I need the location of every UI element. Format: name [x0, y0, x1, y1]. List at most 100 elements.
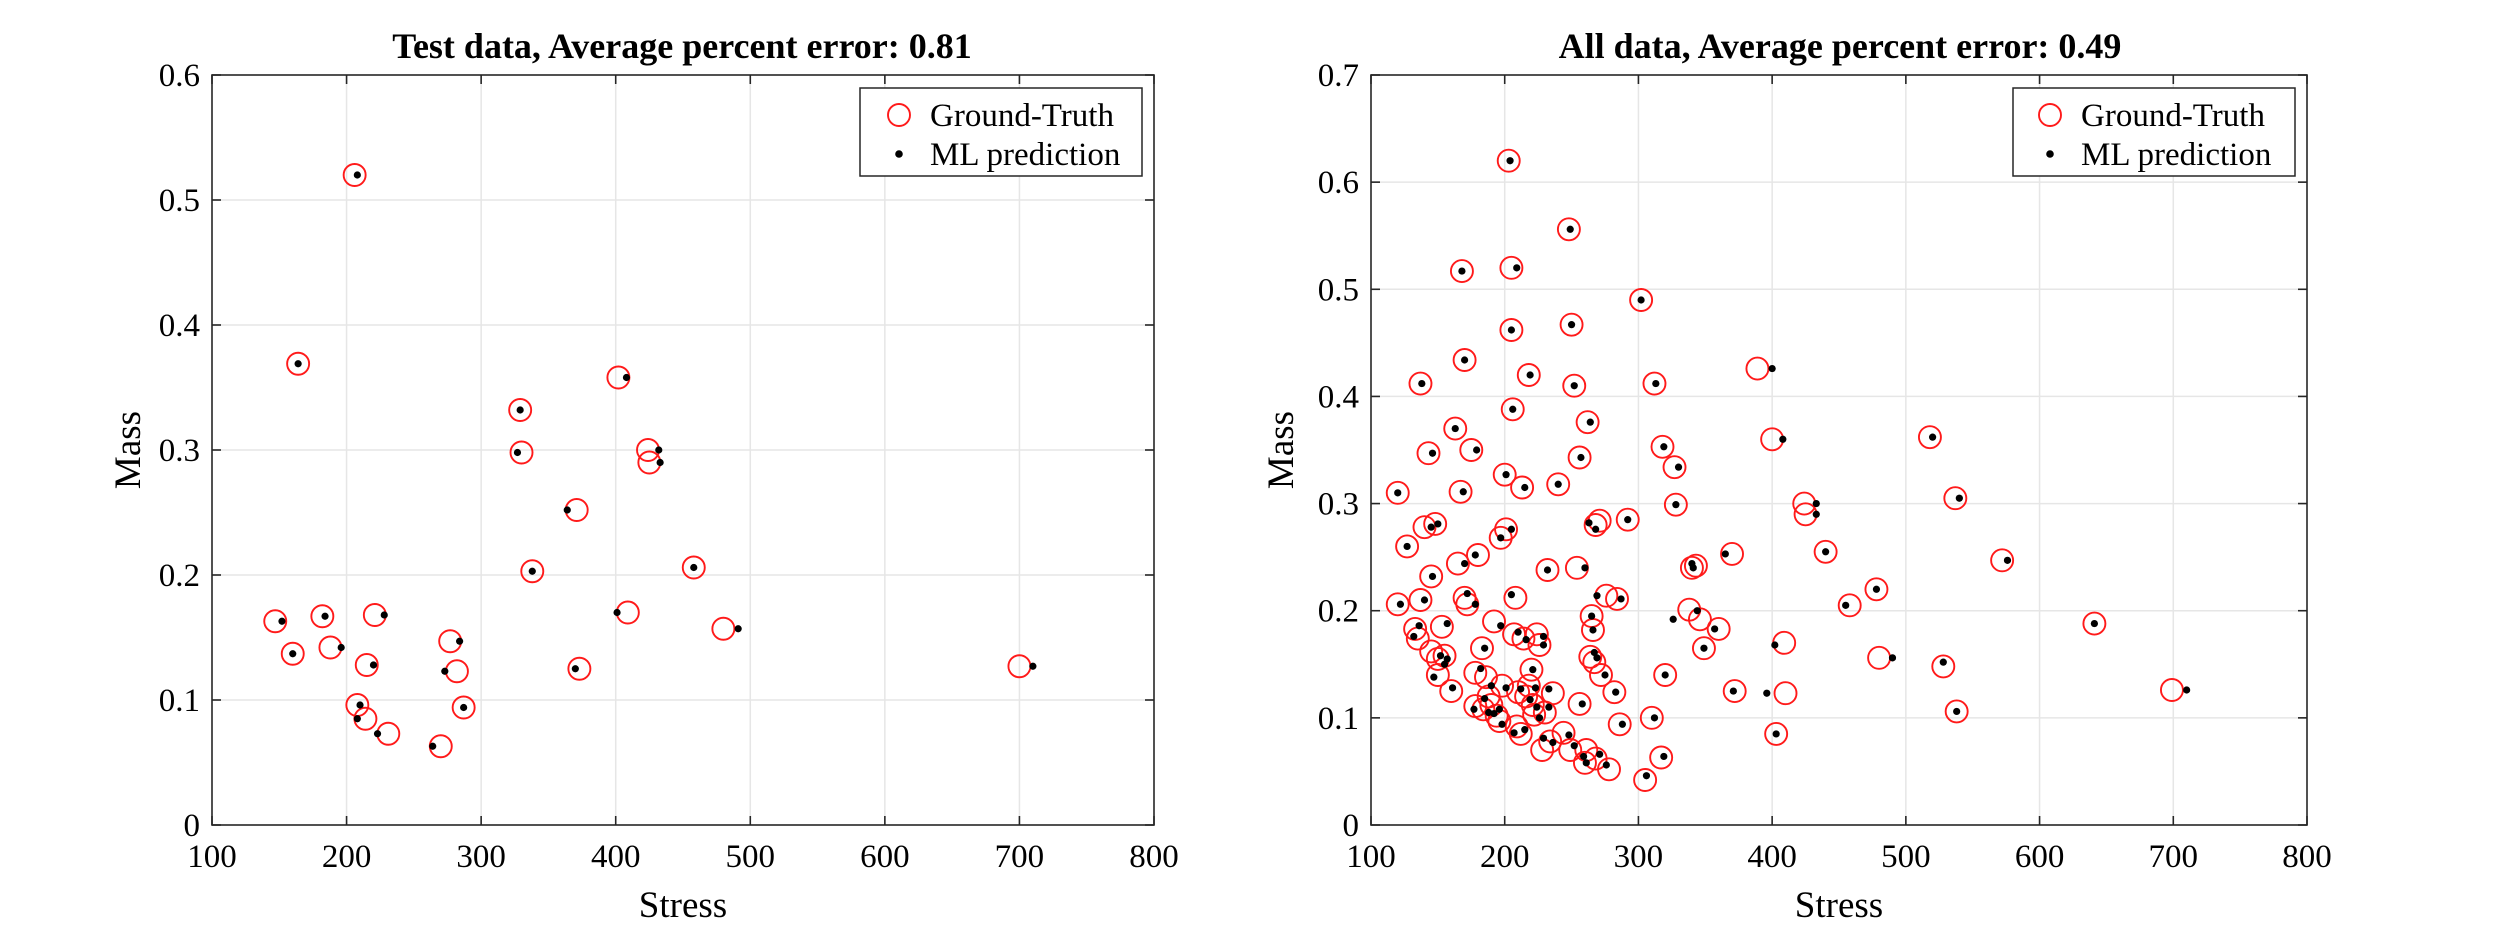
ml-prediction-point [456, 637, 464, 645]
ml-prediction-point [1418, 379, 1426, 388]
ml-prediction-point [516, 406, 524, 414]
ml-prediction-point [1768, 364, 1776, 373]
ml-prediction-point [1477, 664, 1485, 673]
ground-truth-point [509, 440, 534, 465]
ground-truth-point [1500, 397, 1525, 422]
y-tick-label: 0.1 [159, 683, 200, 719]
ml-prediction-point [1495, 705, 1503, 713]
ml-prediction-point [1593, 592, 1601, 600]
ml-prediction-point [563, 506, 571, 514]
ground-truth-point [1931, 654, 1956, 679]
y-tick-label: 0.5 [159, 183, 200, 219]
ground-truth-point [1551, 720, 1576, 745]
ground-truth-point [1629, 288, 1654, 312]
ml-prediction-point [1771, 641, 1779, 649]
ml-prediction-point [369, 661, 378, 669]
y-axis-label: Mass [1261, 411, 1302, 489]
ml-prediction-point [441, 667, 449, 675]
legend-ground-truth-marker [887, 103, 911, 127]
ground-truth-point [681, 555, 706, 580]
ground-truth-point [1602, 680, 1627, 705]
chart-title: All data, Average percent error: 0.49 [1559, 26, 2122, 66]
grid [212, 75, 1154, 825]
ml-prediction-point [2003, 556, 2012, 564]
x-tick-label: 800 [1129, 839, 1179, 875]
ml-prediction-point [429, 742, 437, 750]
x-tick-label: 400 [591, 839, 641, 875]
ml-prediction-point [278, 617, 286, 625]
ground-truth-point [1403, 616, 1428, 641]
ground-truth-point [1492, 462, 1517, 487]
ml-prediction-point [1533, 703, 1541, 711]
ml-prediction-point [1672, 501, 1680, 509]
ground-truth-point [1416, 441, 1441, 466]
ground-truth-point [1679, 555, 1704, 580]
ground-truth-point [1520, 693, 1545, 717]
chart-title: Test data, Average percent error: 0.81 [392, 26, 972, 66]
ground-truth-point [1683, 553, 1708, 578]
ground-truth-point [1597, 757, 1621, 782]
ml-prediction-point [1637, 296, 1645, 304]
ml-prediction-point [1929, 433, 1937, 441]
ml-prediction-point [1403, 542, 1411, 551]
ml-prediction-point [1545, 703, 1553, 711]
ml-prediction-point [1463, 589, 1471, 598]
ml-prediction-point [373, 730, 382, 738]
ml-prediction-point [1410, 632, 1418, 641]
ml-prediction-point [1763, 689, 1771, 697]
legend-box [859, 87, 1143, 177]
ground-truth-point [263, 609, 288, 634]
ml-prediction-point [1473, 446, 1481, 454]
ml-prediction-point [1618, 720, 1626, 728]
ground-truth-point [1633, 768, 1658, 792]
ml-prediction-point [1539, 734, 1548, 742]
ml-prediction-point [1440, 660, 1449, 668]
ground-truth-point [1496, 148, 1521, 173]
ground-truth-point [1439, 679, 1464, 704]
ml-prediction-point [1601, 671, 1609, 679]
ml-prediction-point [1565, 731, 1573, 739]
ground-truth-point [1540, 681, 1565, 706]
ml-prediction-point [1521, 726, 1529, 734]
ground-truth-point [1650, 434, 1675, 459]
ml-prediction-point [1526, 696, 1534, 704]
ml-prediction-point [1535, 714, 1544, 722]
ground-truth-point [1445, 551, 1470, 576]
ground-truth-point [1522, 702, 1547, 727]
x-tick-label: 500 [1881, 839, 1931, 875]
ml-prediction-point [1434, 520, 1442, 528]
ml-prediction-point [1443, 619, 1451, 628]
ground-truth-point [280, 641, 305, 666]
ml-prediction-point [353, 715, 361, 723]
ground-truth-point [1546, 472, 1571, 497]
ml-prediction-point [1812, 499, 1820, 508]
ml-prediction-point [1586, 418, 1594, 426]
ground-truth-point [1587, 508, 1612, 533]
ground-truth-point [1503, 585, 1528, 610]
ml-prediction-point [1526, 371, 1534, 379]
ground-truth-point [1558, 738, 1583, 762]
ml-prediction-point [353, 171, 361, 179]
ml-prediction-point [1642, 772, 1651, 780]
ground-truth-point [1642, 371, 1667, 396]
ground-truth-point [1452, 348, 1477, 372]
ground-truth-point [1720, 541, 1744, 566]
ground-truth-point [1511, 626, 1536, 651]
ml-prediction-point [1812, 510, 1820, 518]
ml-prediction-point [460, 703, 468, 712]
legend: Ground-Truth ML prediction [859, 87, 1143, 177]
ground-truth-point [520, 559, 545, 584]
ml-prediction-point [1582, 759, 1590, 767]
ml-prediction-point [1596, 750, 1604, 758]
ml-prediction-point [622, 373, 631, 382]
y-tick-label: 0.3 [159, 433, 200, 469]
ml-prediction-point [1510, 729, 1518, 737]
test-data-chart: Test data, Average percent error: 0.81 1… [108, 26, 1179, 926]
x-tick-label: 200 [322, 839, 372, 875]
grid [1371, 75, 2307, 825]
ground-truth-point [2082, 611, 2107, 636]
ml-prediction-point [1514, 628, 1522, 636]
ground-truth-point [1499, 255, 1524, 280]
ml-prediction-point [1029, 662, 1037, 670]
plot-frame [1370, 74, 2308, 826]
